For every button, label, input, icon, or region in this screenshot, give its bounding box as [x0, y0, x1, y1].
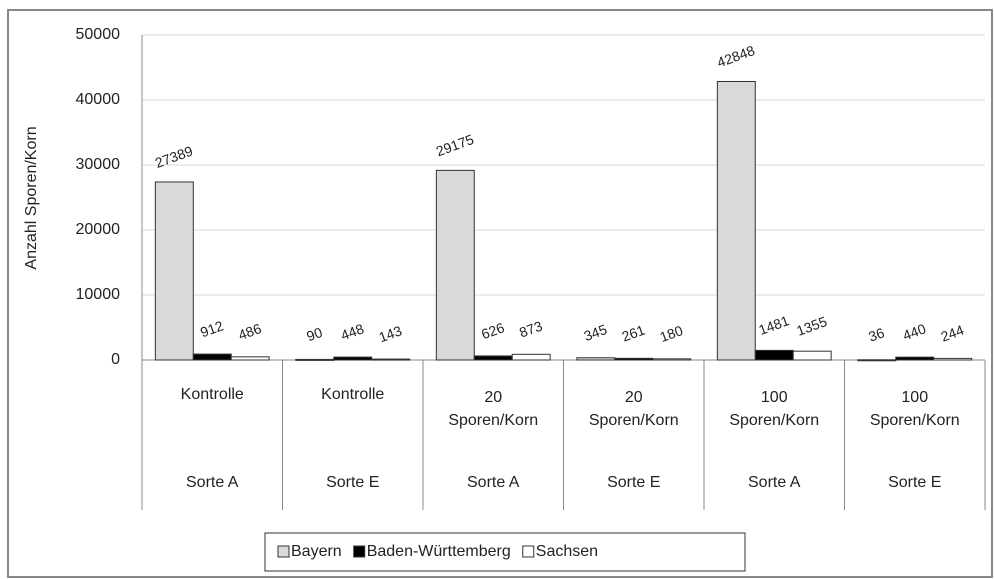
legend-swatch: [522, 545, 535, 558]
x-tick-label: 100 Sporen/Korn: [729, 389, 819, 429]
bar: [511, 353, 551, 361]
x-group-label: Sorte E: [607, 474, 660, 491]
x-group-label: Sorte E: [326, 474, 379, 491]
legend-label: Bayern: [291, 543, 342, 560]
x-tick-label: Kontrolle: [181, 386, 244, 403]
data-label: 912: [198, 317, 226, 340]
y-tick-label: 20000: [76, 221, 121, 238]
x-group-label: Sorte A: [748, 474, 801, 491]
data-label: 261: [620, 321, 648, 344]
x-tick-label: 20 Sporen/Korn: [448, 389, 538, 429]
data-label: 448: [339, 320, 367, 343]
bar: [192, 353, 232, 361]
bar: [857, 359, 897, 362]
data-label: 143: [377, 322, 405, 345]
data-label: 486: [236, 320, 264, 343]
bar: [154, 181, 194, 361]
bar: [895, 356, 935, 361]
data-label: 345: [582, 321, 610, 344]
bar: [792, 350, 832, 361]
legend-swatch: [277, 545, 290, 558]
data-label: 244: [939, 322, 967, 345]
y-axis-title: Anzahl Sporen/Korn: [23, 126, 40, 269]
legend-label: Sachsen: [536, 543, 598, 560]
data-label: 440: [901, 320, 929, 343]
bar: [614, 357, 654, 361]
bar: [716, 80, 756, 361]
legend-box: [264, 532, 746, 572]
y-tick-label: 30000: [76, 156, 121, 173]
x-group-label: Sorte A: [467, 474, 520, 491]
x-tick-label: 100 Sporen/Korn: [870, 389, 960, 429]
y-tick-label: 10000: [76, 286, 121, 303]
bar: [933, 357, 973, 361]
x-tick-label: Kontrolle: [321, 386, 384, 403]
bar: [652, 358, 692, 361]
bar: [295, 358, 335, 361]
data-label: 626: [479, 319, 507, 342]
bar: [230, 356, 270, 361]
legend-swatch: [353, 545, 366, 558]
data-label: 873: [517, 318, 545, 341]
legend-label: Baden-Württemberg: [367, 543, 511, 560]
y-tick-label: 50000: [76, 26, 121, 43]
bar: [371, 358, 411, 361]
x-group-label: Sorte A: [186, 474, 239, 491]
bar: [333, 356, 373, 361]
bar: [435, 169, 475, 361]
bar: [576, 357, 616, 361]
data-label: 180: [658, 322, 686, 345]
x-tick-label: 20 Sporen/Korn: [589, 389, 679, 429]
bar: [473, 355, 513, 361]
data-label: 36: [866, 324, 886, 344]
x-group-label: Sorte E: [888, 474, 941, 491]
y-tick-label: 40000: [76, 91, 121, 108]
y-tick-label: 0: [111, 351, 120, 368]
bar: [754, 349, 794, 361]
data-label: 90: [304, 324, 324, 344]
